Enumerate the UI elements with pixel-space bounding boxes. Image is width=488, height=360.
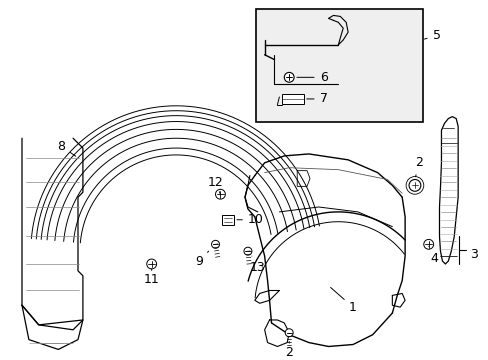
Text: 13: 13 [249, 256, 265, 274]
Text: 1: 1 [330, 287, 356, 314]
Circle shape [244, 247, 251, 255]
Circle shape [211, 240, 219, 248]
Text: 9: 9 [195, 251, 208, 267]
Circle shape [284, 72, 293, 82]
Text: 8: 8 [57, 140, 76, 156]
Text: 4: 4 [428, 246, 438, 265]
Text: 2: 2 [414, 156, 422, 177]
Text: 11: 11 [143, 269, 159, 286]
Text: 12: 12 [207, 176, 223, 194]
Bar [222, 215, 234, 225]
Text: 2: 2 [285, 342, 292, 359]
Circle shape [146, 259, 156, 269]
Circle shape [215, 189, 225, 199]
Circle shape [285, 329, 293, 337]
Circle shape [408, 180, 420, 191]
Bar [282, 94, 304, 104]
Text: 7: 7 [306, 93, 327, 105]
Text: 5: 5 [424, 28, 440, 41]
Text: 10: 10 [237, 213, 263, 226]
Bar [255, 9, 422, 122]
Text: 6: 6 [296, 71, 327, 84]
Text: 3: 3 [469, 248, 477, 261]
Circle shape [423, 239, 433, 249]
